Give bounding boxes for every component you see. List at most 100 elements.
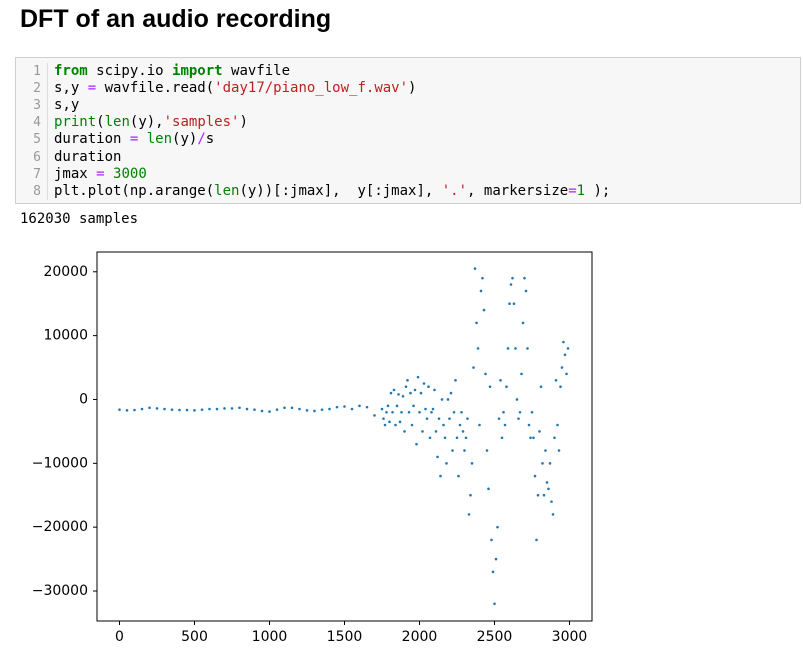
point: [556, 423, 559, 427]
point: [565, 372, 568, 376]
code-token: ): [239, 114, 248, 131]
code-token: (y))[:jmax], y[:jmax],: [239, 182, 442, 199]
point: [422, 382, 426, 385]
code-token: len: [104, 114, 130, 131]
point: [268, 410, 271, 413]
point: [506, 347, 510, 350]
code-token: =: [96, 165, 105, 182]
point: [290, 406, 294, 410]
point: [421, 430, 424, 433]
point: [563, 353, 567, 357]
point: [550, 500, 553, 503]
point: [439, 474, 442, 478]
y-tick-label: 20000: [43, 264, 88, 280]
code-token: 'samples': [163, 114, 240, 131]
point: [415, 442, 418, 446]
code-token: len: [214, 182, 240, 199]
point: [431, 407, 435, 411]
code-token: print: [54, 114, 97, 131]
point: [260, 409, 264, 413]
code-token: , markersize: [467, 182, 569, 199]
point: [512, 302, 516, 306]
point: [494, 557, 498, 561]
point: [410, 423, 414, 427]
point: [208, 407, 211, 411]
point: [230, 407, 234, 410]
point: [530, 410, 534, 414]
point: [193, 409, 196, 412]
cell-output: 162030 samples: [20, 211, 139, 227]
point: [401, 394, 405, 398]
point: [490, 538, 493, 542]
point: [449, 391, 453, 395]
point: [436, 455, 439, 459]
point: [526, 347, 529, 350]
point: [533, 474, 537, 478]
point: [500, 436, 504, 440]
point: [476, 347, 480, 350]
point: [433, 388, 436, 392]
point: [461, 430, 465, 433]
line-number: 7: [33, 166, 41, 182]
point: [409, 391, 412, 395]
point: [467, 513, 471, 516]
point: [539, 385, 543, 389]
point: [434, 430, 438, 433]
point: [488, 385, 492, 389]
code-token: 1: [576, 182, 586, 199]
line-number: 3: [33, 98, 41, 114]
point: [535, 538, 538, 542]
point: [148, 406, 151, 410]
code-token: from: [54, 63, 88, 79]
point: [538, 430, 541, 433]
y-tick-label: −10000: [32, 455, 88, 471]
code-token: jmax: [54, 165, 97, 182]
code-token: import: [172, 63, 223, 79]
point: [283, 406, 286, 410]
code-token: len: [146, 131, 173, 148]
point: [335, 405, 339, 409]
point: [454, 379, 457, 382]
code-token: s,y: [54, 80, 88, 97]
code-token: =: [568, 182, 577, 199]
point: [215, 407, 219, 411]
point: [452, 410, 456, 414]
code-token: scipy.io: [87, 63, 173, 79]
point: [491, 570, 495, 574]
x-tick-label: 500: [181, 629, 208, 645]
point: [562, 340, 565, 344]
point: [440, 398, 444, 401]
point: [472, 366, 475, 369]
x-tick-label: 2000: [402, 629, 438, 645]
point: [245, 407, 249, 411]
y-tick-label: −30000: [32, 583, 88, 599]
code-token: wavfile.read(: [96, 80, 215, 97]
point: [566, 347, 570, 350]
point: [541, 462, 544, 465]
point: [509, 283, 513, 286]
point: [470, 462, 474, 465]
point: [484, 372, 487, 376]
point: [544, 449, 547, 452]
code-token: (: [96, 114, 105, 131]
point: [545, 481, 549, 484]
point: [305, 409, 309, 412]
point: [553, 436, 556, 440]
line-number: 1: [33, 64, 41, 79]
point: [443, 436, 447, 440]
code-token: s,y: [54, 97, 80, 114]
point: [485, 449, 489, 452]
point: [445, 462, 448, 465]
point: [350, 407, 354, 411]
point: [404, 385, 408, 389]
code-token: ): [408, 80, 417, 97]
point: [557, 449, 561, 452]
point: [520, 372, 523, 376]
point: [373, 414, 376, 417]
point: [518, 410, 522, 414]
point: [419, 391, 423, 395]
point: [416, 375, 420, 379]
code-token: /: [197, 131, 206, 148]
